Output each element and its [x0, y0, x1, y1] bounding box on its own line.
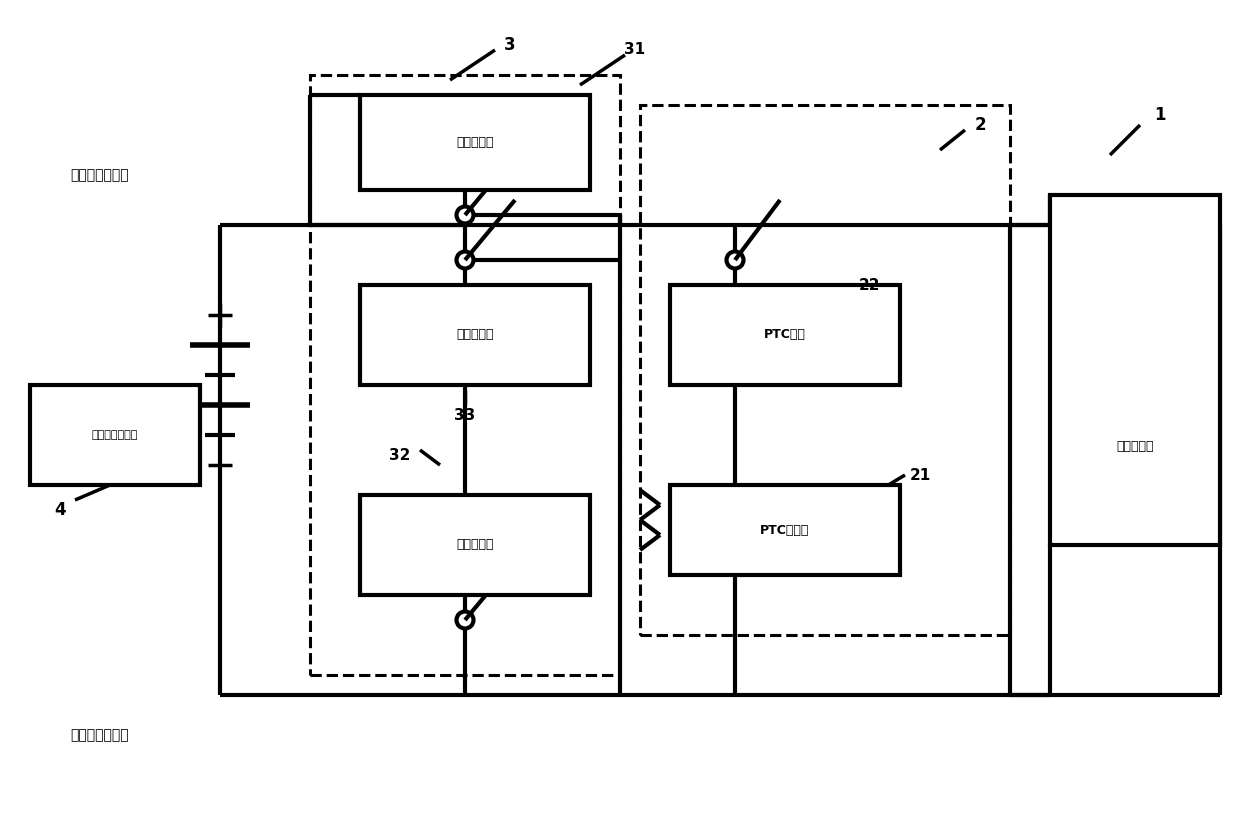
Text: 主正接触器: 主正接触器	[456, 136, 494, 149]
Text: 32: 32	[389, 447, 410, 463]
Text: 1: 1	[1154, 106, 1166, 124]
Bar	[640, 105, 1011, 635]
Text: 电池负极引出端: 电池负极引出端	[69, 728, 129, 742]
Bar	[30, 385, 200, 485]
Text: 动力电池控制器: 动力电池控制器	[92, 430, 138, 440]
Text: 主负接触器: 主负接触器	[456, 539, 494, 551]
Bar	[670, 285, 900, 385]
Text: 2: 2	[975, 116, 986, 134]
Text: 31: 31	[625, 43, 646, 58]
Bar	[360, 495, 590, 595]
Text: 22: 22	[859, 277, 880, 293]
Text: PTC加热膜: PTC加热膜	[760, 524, 810, 536]
Text: 33: 33	[454, 408, 476, 422]
Text: 电池正极引出端: 电池正极引出端	[69, 168, 129, 182]
Text: PTC开关: PTC开关	[764, 328, 806, 342]
Text: 3: 3	[505, 36, 516, 54]
Bar	[670, 485, 900, 575]
Text: 直流快充桦: 直流快充桦	[1116, 441, 1153, 454]
Text: 4: 4	[55, 501, 66, 519]
Bar	[360, 285, 590, 385]
Text: 预充接触器: 预充接触器	[456, 328, 494, 342]
Bar	[310, 75, 620, 675]
Text: 21: 21	[909, 468, 931, 483]
Bar	[1050, 195, 1220, 545]
Bar	[360, 95, 590, 190]
